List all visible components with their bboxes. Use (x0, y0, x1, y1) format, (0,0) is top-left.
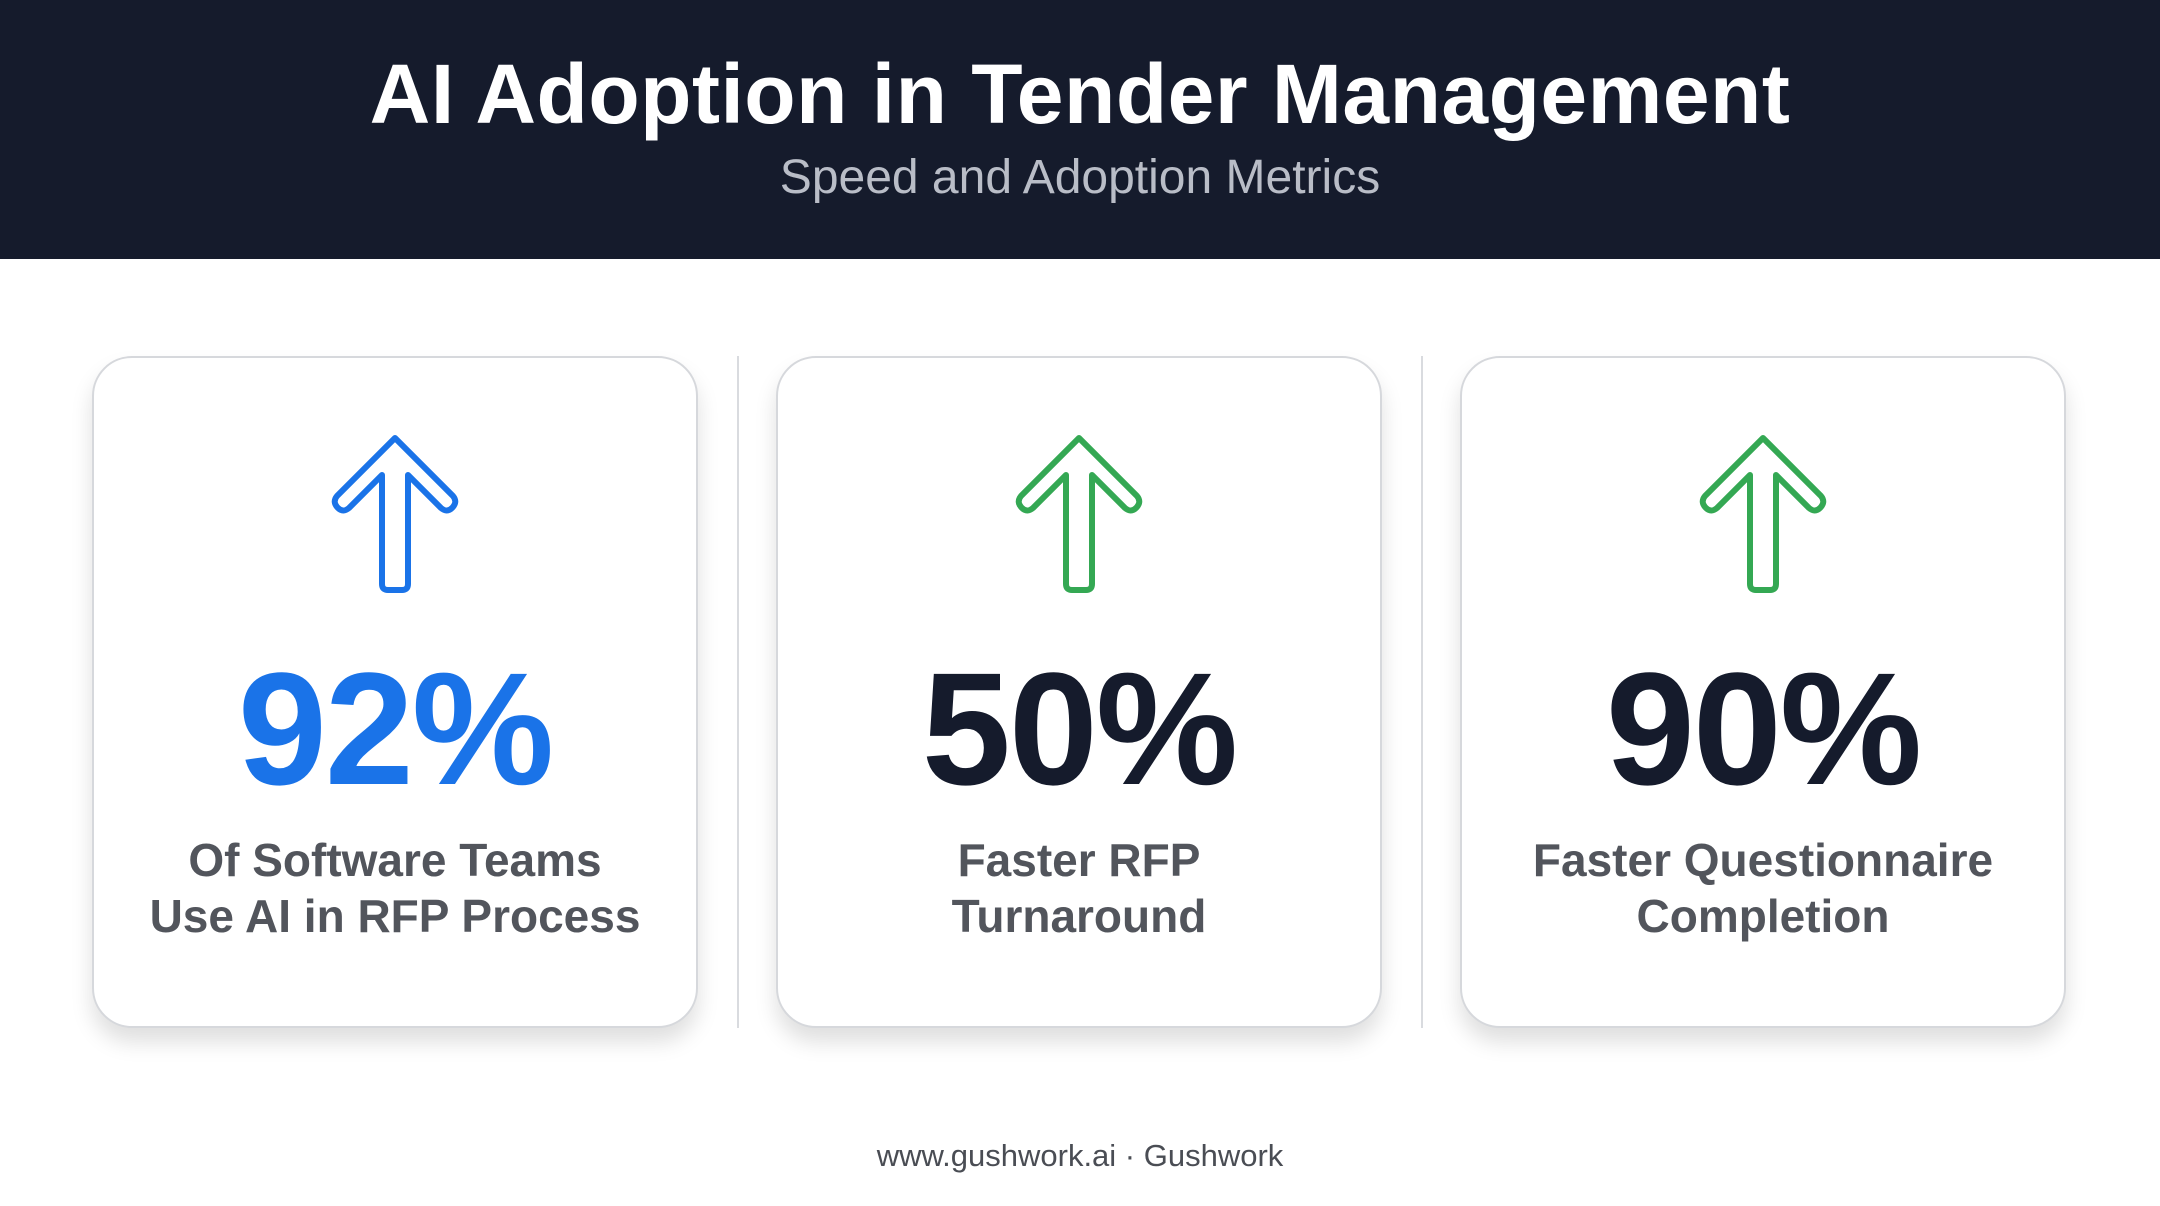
metric-label-line: Faster Questionnaire (1532, 834, 1994, 886)
metric-label: Faster RFP Turnaround (778, 832, 1380, 944)
divider (1421, 356, 1423, 1028)
metric-label: Of Software Teams Use AI in RFP Process (94, 832, 696, 944)
divider (737, 356, 739, 1028)
metric-label: Faster Questionnaire Completion (1462, 832, 2064, 944)
footer-attribution: www.gushwork.ai · Gushwork (876, 1138, 1284, 1173)
header-banner: AI Adoption in Tender Management Speed a… (0, 0, 2160, 259)
metric-card-software-teams: 92% Of Software Teams Use AI in RFP Proc… (92, 356, 698, 1028)
metric-value: 90% (1605, 639, 1922, 818)
metric-value: 50% (921, 639, 1238, 818)
page-subtitle: Speed and Adoption Metrics (779, 151, 1381, 204)
metric-card-rfp-turnaround: 50% Faster RFP Turnaround (776, 356, 1382, 1028)
metric-label-line: Completion (1636, 890, 1890, 942)
metric-card-questionnaire-completion: 90% Faster Questionnaire Completion (1460, 356, 2066, 1028)
arrow-up-icon (1699, 435, 1827, 593)
metric-label-line: Use AI in RFP Process (149, 890, 641, 942)
arrow-up-icon (1015, 435, 1143, 593)
page-title: AI Adoption in Tender Management (369, 47, 1791, 141)
metric-label-line: Faster RFP (957, 834, 1201, 886)
metric-label-line: Turnaround (951, 890, 1207, 942)
metric-label-line: Of Software Teams (188, 834, 602, 886)
metric-value: 92% (237, 639, 554, 818)
arrow-up-icon (331, 435, 459, 593)
